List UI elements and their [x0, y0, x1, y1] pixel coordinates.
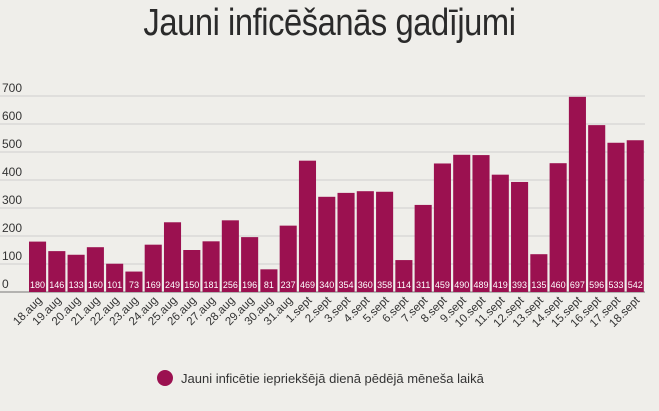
- y-tick-label: 700: [2, 81, 22, 95]
- bar-value-label: 340: [319, 280, 334, 290]
- bar: [48, 251, 66, 292]
- bar-value-label: 81: [264, 280, 274, 290]
- bar: [414, 204, 432, 292]
- bar: [472, 155, 490, 292]
- bar-value-label: 311: [416, 280, 430, 290]
- y-tick-label: 500: [2, 137, 22, 151]
- bar-value-label: 114: [397, 280, 411, 290]
- bar-value-label: 133: [69, 280, 84, 290]
- bar-value-label: 459: [435, 280, 450, 290]
- bar-value-label: 533: [608, 280, 623, 290]
- bar-value-label: 354: [339, 280, 354, 290]
- bar: [279, 225, 297, 292]
- bar: [67, 254, 85, 292]
- bar-value-label: 249: [165, 280, 180, 290]
- bar: [588, 125, 606, 293]
- legend: Jauni inficētie iepriekšējā dienā pēdējā…: [157, 369, 484, 387]
- y-tick-label: 200: [2, 221, 22, 235]
- bar-value-label: 490: [454, 280, 469, 290]
- bar-value-label: 135: [531, 280, 546, 290]
- bar: [626, 140, 644, 292]
- bar: [183, 250, 201, 292]
- bar-value-label: 460: [551, 280, 566, 290]
- bar-value-label: 393: [512, 280, 527, 290]
- legend-swatch: [157, 370, 173, 386]
- bar: [202, 241, 220, 292]
- y-tick-label: 600: [2, 109, 22, 123]
- bar: [453, 154, 471, 292]
- bar-value-label: 596: [589, 280, 604, 290]
- legend-label: Jauni inficētie iepriekšējā dienā pēdējā…: [181, 370, 484, 386]
- bar: [29, 241, 47, 292]
- bar-value-label: 169: [146, 280, 161, 290]
- bar-value-label: 101: [107, 280, 122, 290]
- bar-value-label: 489: [473, 280, 488, 290]
- bar: [163, 222, 182, 292]
- bar: [433, 163, 451, 292]
- chart-title: Jauni inficēšanās gadījumi: [143, 2, 516, 44]
- bar-value-label: 256: [223, 280, 238, 290]
- bar: [125, 271, 143, 292]
- bar-value-label: 181: [204, 280, 219, 290]
- bar: [530, 254, 548, 292]
- bar: [376, 191, 394, 292]
- bar: [607, 142, 625, 292]
- bar: [395, 260, 413, 292]
- bar: [221, 220, 239, 292]
- bar-value-label: 237: [281, 280, 296, 290]
- bar: [491, 174, 509, 292]
- bar-value-label: 542: [628, 280, 643, 290]
- y-tick-label: 0: [2, 277, 9, 291]
- bar-value-label: 469: [300, 280, 315, 290]
- bar-value-label: 146: [49, 280, 64, 290]
- bar: [144, 244, 162, 292]
- bar-value-label: 419: [493, 280, 508, 290]
- bar: [356, 191, 374, 292]
- bar: [86, 247, 104, 292]
- bar: [106, 263, 124, 292]
- bar-value-label: 697: [570, 280, 585, 290]
- bar: [260, 269, 278, 292]
- bar-value-label: 196: [242, 280, 257, 290]
- bar-value-label: 360: [358, 280, 373, 290]
- y-tick-label: 300: [2, 193, 22, 207]
- bar: [318, 196, 336, 292]
- bar: [549, 163, 567, 292]
- bar: [241, 237, 259, 292]
- y-tick-label: 100: [2, 249, 22, 263]
- bar-value-label: 180: [30, 280, 45, 290]
- y-tick-label: 400: [2, 165, 22, 179]
- bar: [511, 181, 529, 292]
- bar-value-label: 358: [377, 280, 392, 290]
- bar: [337, 192, 355, 292]
- bar: [568, 96, 586, 292]
- bar: [298, 160, 317, 292]
- bar-value-label: 160: [88, 280, 103, 290]
- bar-value-label: 73: [129, 280, 139, 290]
- bar-value-label: 150: [184, 280, 199, 290]
